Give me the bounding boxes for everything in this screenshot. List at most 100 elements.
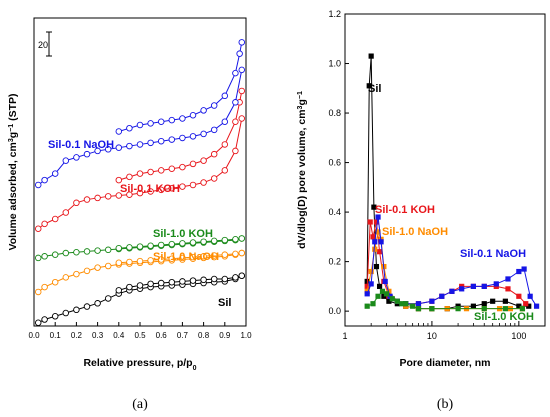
data-point xyxy=(41,220,48,228)
data-point xyxy=(34,254,42,262)
data-point xyxy=(364,291,370,297)
data-point xyxy=(157,167,165,174)
label-sil-1.0-naoh: Sil-1.0 NaOH xyxy=(153,251,219,263)
data-point xyxy=(221,167,229,174)
data-point xyxy=(238,87,246,95)
data-point xyxy=(210,102,218,109)
panel-a-y-label: Volume adsorbed, cm3g−1 (STP) xyxy=(7,94,19,251)
label-sil-b: Sil xyxy=(368,83,381,95)
data-point xyxy=(481,283,487,289)
data-point xyxy=(210,275,218,283)
data-point xyxy=(51,215,59,223)
data-point xyxy=(189,160,197,168)
data-point xyxy=(62,274,70,281)
data-point xyxy=(126,258,133,266)
panel-a-x-label: Relative pressure, p/p0 xyxy=(83,357,196,372)
data-point xyxy=(232,99,239,106)
data-point xyxy=(221,92,229,100)
data-point xyxy=(179,278,186,285)
caption-b: (b) xyxy=(437,397,454,412)
data-point xyxy=(232,69,239,77)
data-point xyxy=(238,235,246,242)
data-point xyxy=(386,298,392,304)
data-point xyxy=(367,219,373,225)
data-point xyxy=(179,240,186,247)
label-sil-0.1-koh-b: Sil-0.1 KOH xyxy=(375,204,435,216)
data-point xyxy=(83,267,91,275)
data-point xyxy=(179,163,186,171)
panel-b-x-label: Pore diameter, nm xyxy=(399,357,490,369)
data-point xyxy=(83,303,91,310)
data-point xyxy=(366,83,372,89)
data-point xyxy=(115,144,123,151)
data-point xyxy=(410,303,416,309)
panel-a-isotherms: 0.0 0.1 0.2 0.3 0.4 0.5 0.6 0.7 0.8 0.9 1.0 20 Vol… xyxy=(7,17,252,372)
data-point xyxy=(136,257,144,265)
scale-bar: 20 xyxy=(38,31,52,57)
data-point xyxy=(126,283,133,291)
data-point xyxy=(126,173,133,181)
data-point xyxy=(200,107,207,114)
y-tick-label: 0.4 xyxy=(328,207,341,217)
data-point xyxy=(481,306,487,312)
data-point xyxy=(62,309,70,317)
data-point xyxy=(73,306,80,314)
data-point xyxy=(94,264,101,271)
x-tick-label: 0.9 xyxy=(219,331,231,340)
data-point xyxy=(83,150,91,158)
data-point xyxy=(502,306,508,312)
data-point xyxy=(238,115,246,122)
panel-b-plot-frame xyxy=(344,13,546,327)
data-point xyxy=(519,306,526,312)
data-point xyxy=(238,249,246,257)
data-point xyxy=(383,291,390,297)
data-point xyxy=(126,191,133,198)
data-point xyxy=(104,295,112,302)
data-point xyxy=(221,236,229,244)
data-point xyxy=(368,53,374,59)
data-point xyxy=(41,253,48,260)
data-point xyxy=(470,283,476,289)
data-point xyxy=(168,278,176,286)
data-point xyxy=(62,249,70,257)
data-point xyxy=(399,301,405,307)
series-sil-1-0-naoh xyxy=(34,249,246,296)
data-point xyxy=(373,219,380,225)
series-sil xyxy=(364,53,532,312)
x-tick-label: 0.4 xyxy=(113,331,125,340)
x-tick-label: 0.1 xyxy=(50,331,62,340)
data-point xyxy=(189,133,197,140)
data-point xyxy=(493,281,499,287)
data-point xyxy=(200,276,207,284)
data-point xyxy=(168,136,176,143)
data-point xyxy=(34,225,42,232)
panel-b-ticks: 1 10 100 0.0 0.2 0.4 0.6 0.8 1.0 1.2 xyxy=(328,9,546,341)
data-point xyxy=(375,214,381,220)
panel-a-series xyxy=(34,39,246,327)
data-point xyxy=(189,277,197,284)
x-tick-label: 0.7 xyxy=(177,331,189,340)
data-point xyxy=(51,278,59,286)
x-tick-label: 0.6 xyxy=(156,331,168,340)
data-point xyxy=(115,244,123,252)
data-point xyxy=(147,280,154,288)
data-point xyxy=(34,319,42,327)
data-point xyxy=(505,286,511,292)
data-point xyxy=(200,130,207,138)
data-point xyxy=(449,288,455,294)
data-point xyxy=(168,240,176,248)
x-tick-label: 1 xyxy=(342,331,347,341)
series-sil-0-1-koh xyxy=(34,87,246,232)
data-point xyxy=(157,256,165,263)
data-point xyxy=(371,204,377,210)
y-tick-label: 0.8 xyxy=(328,108,341,118)
data-point xyxy=(459,286,465,292)
data-point xyxy=(126,142,133,150)
data-point xyxy=(516,268,522,275)
data-point xyxy=(136,189,144,197)
data-point xyxy=(104,193,112,200)
data-point xyxy=(157,186,165,194)
data-point xyxy=(126,124,133,132)
y-tick-label: 0.0 xyxy=(328,306,341,316)
label-sil-0.1-koh: Sil-0.1 KOH xyxy=(120,183,180,195)
